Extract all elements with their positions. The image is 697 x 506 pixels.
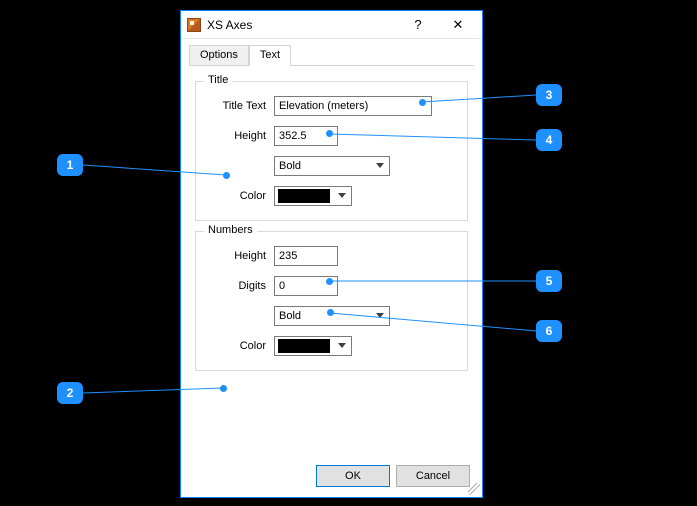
title-font-style-combo[interactable]: Bold	[274, 156, 390, 176]
numbers-digits-label: Digits	[206, 280, 274, 292]
annotation-dot	[220, 385, 227, 392]
annotation-3: 3	[536, 84, 562, 106]
window-title: XS Axes	[207, 18, 398, 32]
annotation-dot	[419, 99, 426, 106]
annotation-4: 4	[536, 129, 562, 151]
numbers-color-swatch	[278, 339, 330, 353]
dialog-buttons: OK Cancel	[316, 465, 470, 487]
chevron-down-icon	[334, 189, 349, 203]
title-color-combo[interactable]	[274, 186, 352, 206]
title-text-label: Title Text	[206, 100, 274, 112]
annotation-5: 5	[536, 270, 562, 292]
tab-options[interactable]: Options	[189, 45, 249, 66]
numbers-height-input[interactable]	[274, 246, 338, 266]
chevron-down-icon	[372, 159, 387, 173]
numbers-font-style-value: Bold	[279, 310, 301, 322]
annotation-1: 1	[57, 154, 83, 176]
tabstrip-divider	[189, 65, 474, 66]
chevron-down-icon	[334, 339, 349, 353]
title-height-label: Height	[206, 130, 274, 142]
title-group: Title Title Text Height Bold Color	[195, 81, 468, 221]
help-button[interactable]: ?	[398, 12, 438, 38]
title-text-input[interactable]	[274, 96, 432, 116]
annotation-dot	[223, 172, 230, 179]
cancel-button[interactable]: Cancel	[396, 465, 470, 487]
annotation-dot	[326, 278, 333, 285]
titlebar: XS Axes ? ✕	[181, 11, 482, 39]
numbers-color-label: Color	[206, 340, 274, 352]
numbers-group: Numbers Height Digits Bold Color	[195, 231, 468, 371]
numbers-color-combo[interactable]	[274, 336, 352, 356]
title-font-style-value: Bold	[279, 160, 301, 172]
title-color-label: Color	[206, 190, 274, 202]
ok-button[interactable]: OK	[316, 465, 390, 487]
numbers-height-label: Height	[206, 250, 274, 262]
app-icon	[187, 18, 201, 32]
close-button[interactable]: ✕	[438, 12, 478, 38]
chevron-down-icon	[372, 309, 387, 323]
resize-grip-icon[interactable]	[468, 483, 480, 495]
tab-strip: Options Text	[181, 39, 482, 66]
xs-axes-dialog: XS Axes ? ✕ Options Text Title Title Tex…	[180, 10, 483, 498]
annotation-dot	[326, 130, 333, 137]
annotation-2: 2	[57, 382, 83, 404]
numbers-group-legend: Numbers	[204, 224, 257, 236]
tab-text[interactable]: Text	[249, 45, 291, 66]
title-group-legend: Title	[204, 74, 232, 86]
title-color-swatch	[278, 189, 330, 203]
annotation-dot	[327, 309, 334, 316]
annotation-6: 6	[536, 320, 562, 342]
